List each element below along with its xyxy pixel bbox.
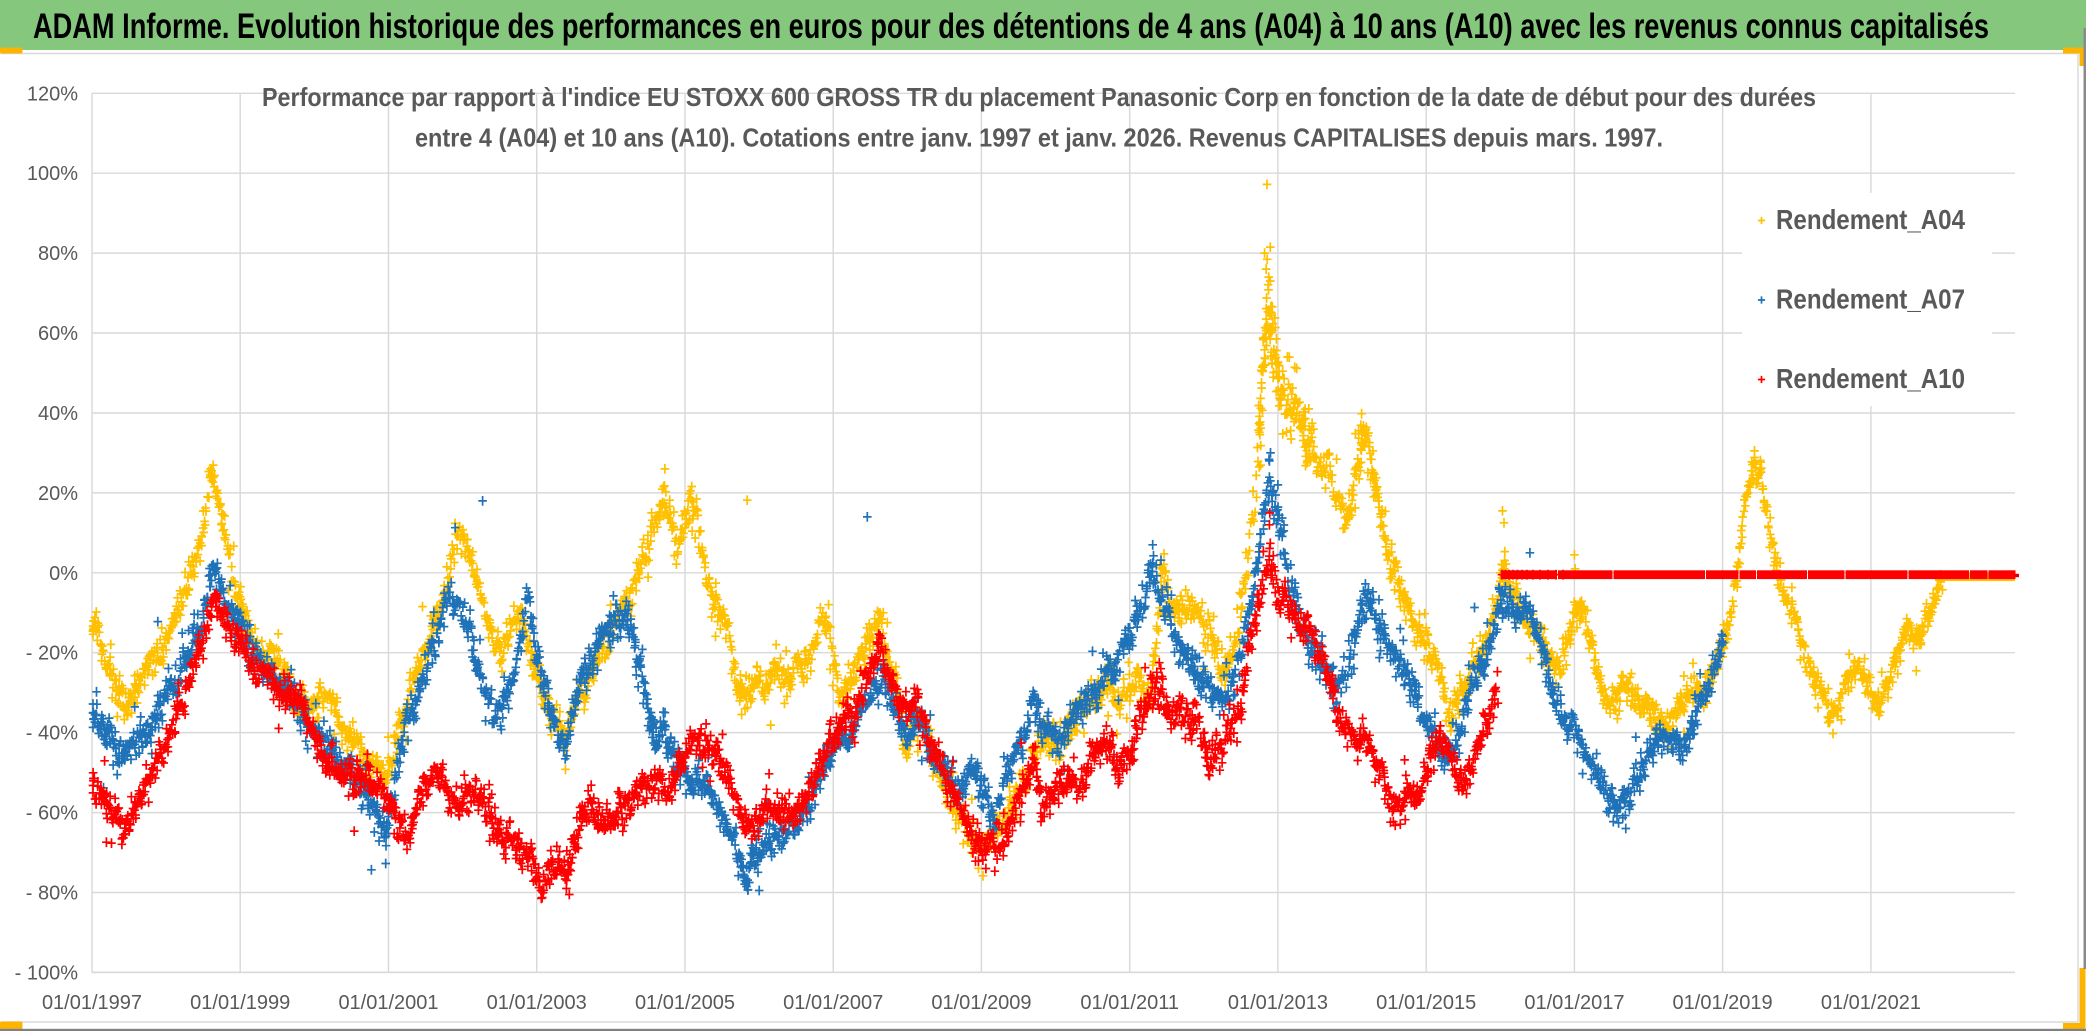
- svg-text:Performance par rapport à l'in: Performance par rapport à l'indice EU ST…: [262, 82, 1816, 112]
- svg-text:- 20%: - 20%: [26, 643, 78, 665]
- svg-text:80%: 80%: [38, 243, 78, 265]
- svg-text:120%: 120%: [27, 83, 78, 105]
- svg-text:01/01/2005: 01/01/2005: [635, 992, 735, 1014]
- svg-text:Rendement_A04: Rendement_A04: [1776, 204, 1965, 235]
- svg-text:01/01/2011: 01/01/2011: [1080, 992, 1179, 1014]
- svg-text:01/01/2003: 01/01/2003: [487, 992, 587, 1014]
- svg-text:20%: 20%: [38, 483, 78, 505]
- svg-text:01/01/2017: 01/01/2017: [1524, 992, 1624, 1014]
- svg-text:01/01/2009: 01/01/2009: [931, 992, 1031, 1014]
- svg-text:01/01/1997: 01/01/1997: [42, 992, 142, 1014]
- svg-text:entre 4 (A04) et 10 ans (A10).: entre 4 (A04) et 10 ans (A10). Cotations…: [415, 123, 1663, 153]
- svg-text:Rendement_A07: Rendement_A07: [1776, 284, 1965, 315]
- svg-text:- 100%: - 100%: [15, 962, 79, 984]
- svg-text:- 80%: - 80%: [26, 883, 78, 905]
- svg-text:100%: 100%: [27, 163, 78, 185]
- svg-text:Rendement_A10: Rendement_A10: [1776, 363, 1965, 394]
- svg-text:0%: 0%: [49, 563, 78, 585]
- svg-text:01/01/2015: 01/01/2015: [1376, 992, 1476, 1014]
- svg-text:01/01/2001: 01/01/2001: [338, 992, 438, 1014]
- svg-text:- 60%: - 60%: [26, 803, 78, 825]
- svg-text:- 40%: - 40%: [26, 723, 78, 745]
- svg-text:01/01/1999: 01/01/1999: [190, 992, 290, 1014]
- svg-text:01/01/2007: 01/01/2007: [783, 992, 883, 1014]
- svg-text:01/01/2013: 01/01/2013: [1228, 992, 1328, 1014]
- svg-text:01/01/2019: 01/01/2019: [1673, 992, 1773, 1014]
- svg-text:40%: 40%: [38, 403, 78, 425]
- svg-text:01/01/2021: 01/01/2021: [1821, 992, 1921, 1014]
- svg-text:ADAM Informe. Evolution histor: ADAM Informe. Evolution historique des p…: [33, 7, 1989, 46]
- svg-text:60%: 60%: [38, 323, 78, 345]
